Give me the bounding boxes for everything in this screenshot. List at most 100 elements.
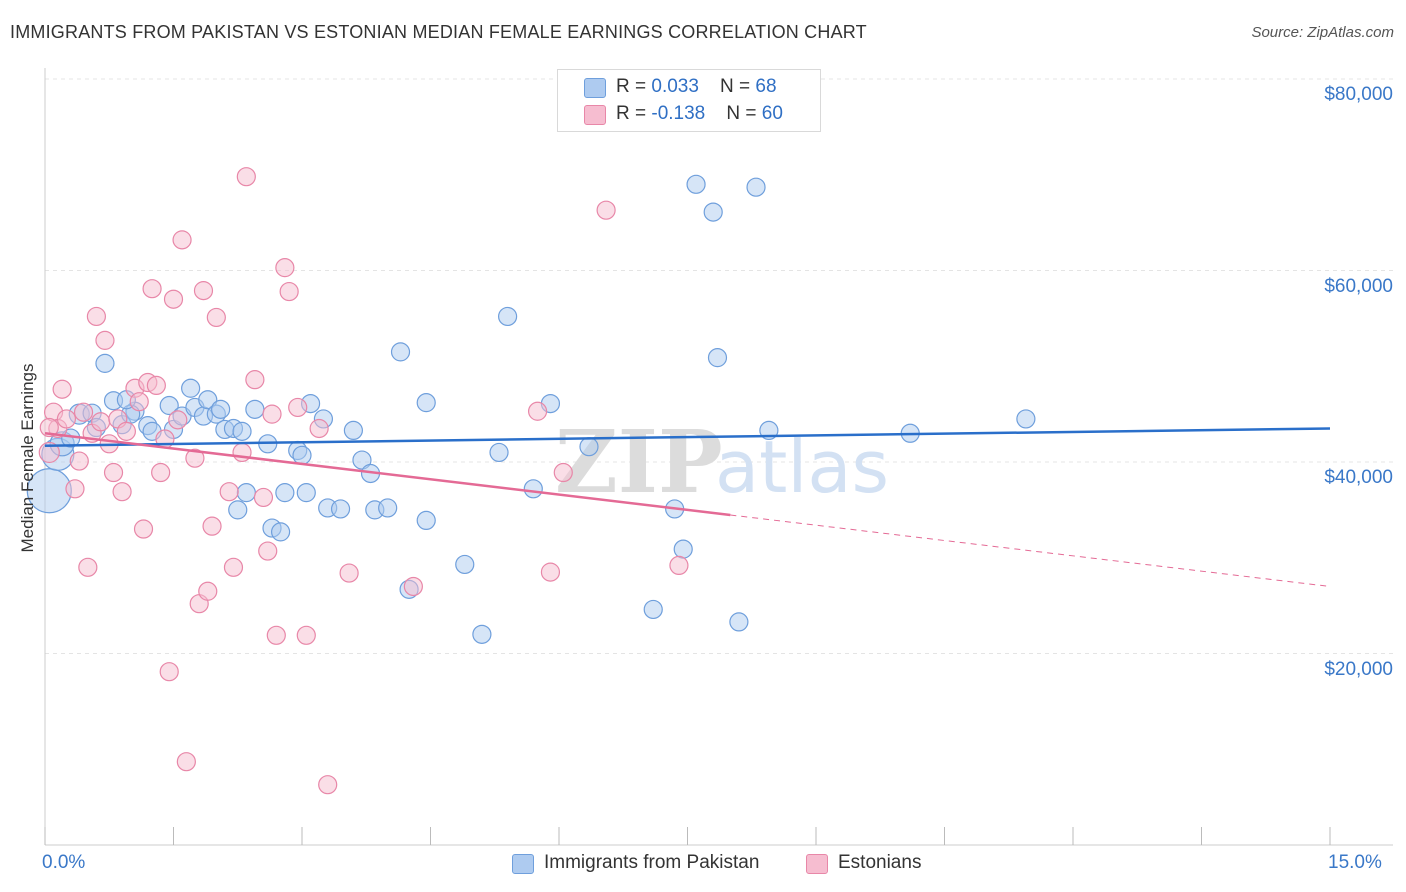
trend-line-estonians-dashed xyxy=(730,514,1331,587)
data-point xyxy=(579,437,599,457)
data-point xyxy=(296,625,316,645)
data-point xyxy=(86,306,107,327)
data-point xyxy=(159,395,179,416)
data-point xyxy=(198,390,218,410)
data-point xyxy=(236,167,256,187)
data-point xyxy=(275,483,295,503)
legend-label-estonians: Estonians xyxy=(838,852,922,873)
data-point xyxy=(288,397,308,418)
data-point xyxy=(540,562,561,582)
data-point xyxy=(133,519,154,539)
data-point xyxy=(292,445,312,465)
data-point xyxy=(112,482,132,502)
data-point xyxy=(309,418,329,439)
series-estonians-points xyxy=(38,167,689,795)
trend-line-estonians xyxy=(44,432,731,517)
data-point xyxy=(95,353,115,373)
data-point xyxy=(703,202,723,222)
chart-title: IMMIGRANTS FROM PAKISTAN VS ESTONIAN MED… xyxy=(10,22,867,42)
data-point xyxy=(489,442,509,463)
legend-swatch-pink xyxy=(806,854,828,874)
x-tick-label-max: 15.0% xyxy=(1328,852,1382,873)
correlation-legend: R = 0.033 N = 68 R = -0.138 N = 60 xyxy=(557,69,821,132)
data-point xyxy=(330,499,351,519)
data-point xyxy=(245,399,265,419)
data-point xyxy=(403,576,423,597)
legend-swatch-pink xyxy=(584,105,606,125)
data-point xyxy=(151,462,171,483)
data-point xyxy=(596,200,616,220)
data-point xyxy=(142,279,162,299)
data-point xyxy=(339,563,359,583)
data-point xyxy=(262,404,282,424)
data-point xyxy=(343,420,363,441)
data-point xyxy=(78,557,98,577)
data-point xyxy=(228,500,248,520)
data-point xyxy=(352,450,372,470)
data-point xyxy=(91,412,111,432)
data-point xyxy=(38,441,60,464)
legend-r-label: R = xyxy=(616,76,652,97)
y-tick-label: $60,000 xyxy=(1324,275,1393,297)
data-point xyxy=(116,421,136,441)
data-point xyxy=(390,342,411,362)
data-point xyxy=(245,370,265,390)
data-point xyxy=(416,393,436,413)
data-point xyxy=(472,624,492,644)
data-point xyxy=(56,409,77,429)
data-point xyxy=(523,479,543,499)
legend-swatch-blue xyxy=(512,854,534,874)
chart-source: Source: ZipAtlas.com xyxy=(1251,24,1394,41)
data-point xyxy=(202,516,222,536)
data-point xyxy=(318,775,338,795)
data-point xyxy=(223,557,244,577)
data-point xyxy=(686,174,706,194)
watermark-atlas: atlas xyxy=(715,425,889,509)
legend-r-value: 0.033 xyxy=(651,76,699,97)
data-point xyxy=(95,330,115,350)
trend-line-pakistan xyxy=(44,427,1331,447)
trend-lines xyxy=(44,427,1331,587)
legend-n-value: 68 xyxy=(755,76,777,97)
data-point xyxy=(181,378,201,398)
data-point xyxy=(232,421,252,441)
data-point xyxy=(669,555,689,576)
data-point xyxy=(211,399,231,419)
data-point xyxy=(707,348,728,368)
data-point xyxy=(253,487,274,508)
data-point xyxy=(193,281,214,301)
data-point xyxy=(275,258,295,278)
data-point xyxy=(455,554,475,575)
legend-swatch-blue xyxy=(584,78,606,98)
data-point xyxy=(39,417,59,438)
data-point xyxy=(527,401,548,421)
data-point xyxy=(65,479,85,499)
data-point xyxy=(163,289,184,309)
legend-r-value: -0.138 xyxy=(651,103,706,124)
data-point xyxy=(206,307,226,328)
x-tick-label-min: 0.0% xyxy=(42,852,86,873)
data-point xyxy=(52,379,72,399)
data-point xyxy=(172,230,192,250)
data-point xyxy=(69,451,89,471)
y-tick-label: $80,000 xyxy=(1324,84,1393,105)
data-point xyxy=(729,612,749,632)
y-axis-title: Median Female Earnings xyxy=(18,363,37,553)
data-point xyxy=(279,281,299,302)
data-point xyxy=(219,482,239,502)
data-point xyxy=(673,539,693,559)
data-point xyxy=(146,375,166,395)
data-point xyxy=(159,662,179,682)
data-point xyxy=(1016,409,1036,429)
data-point xyxy=(378,498,398,518)
y-tick-label: $20,000 xyxy=(1324,658,1393,680)
data-point xyxy=(198,581,218,601)
data-point xyxy=(266,625,286,645)
y-tick-label: $40,000 xyxy=(1324,467,1393,488)
data-point xyxy=(129,392,149,412)
data-point xyxy=(498,306,518,327)
data-point xyxy=(236,483,256,503)
data-point xyxy=(416,510,436,531)
